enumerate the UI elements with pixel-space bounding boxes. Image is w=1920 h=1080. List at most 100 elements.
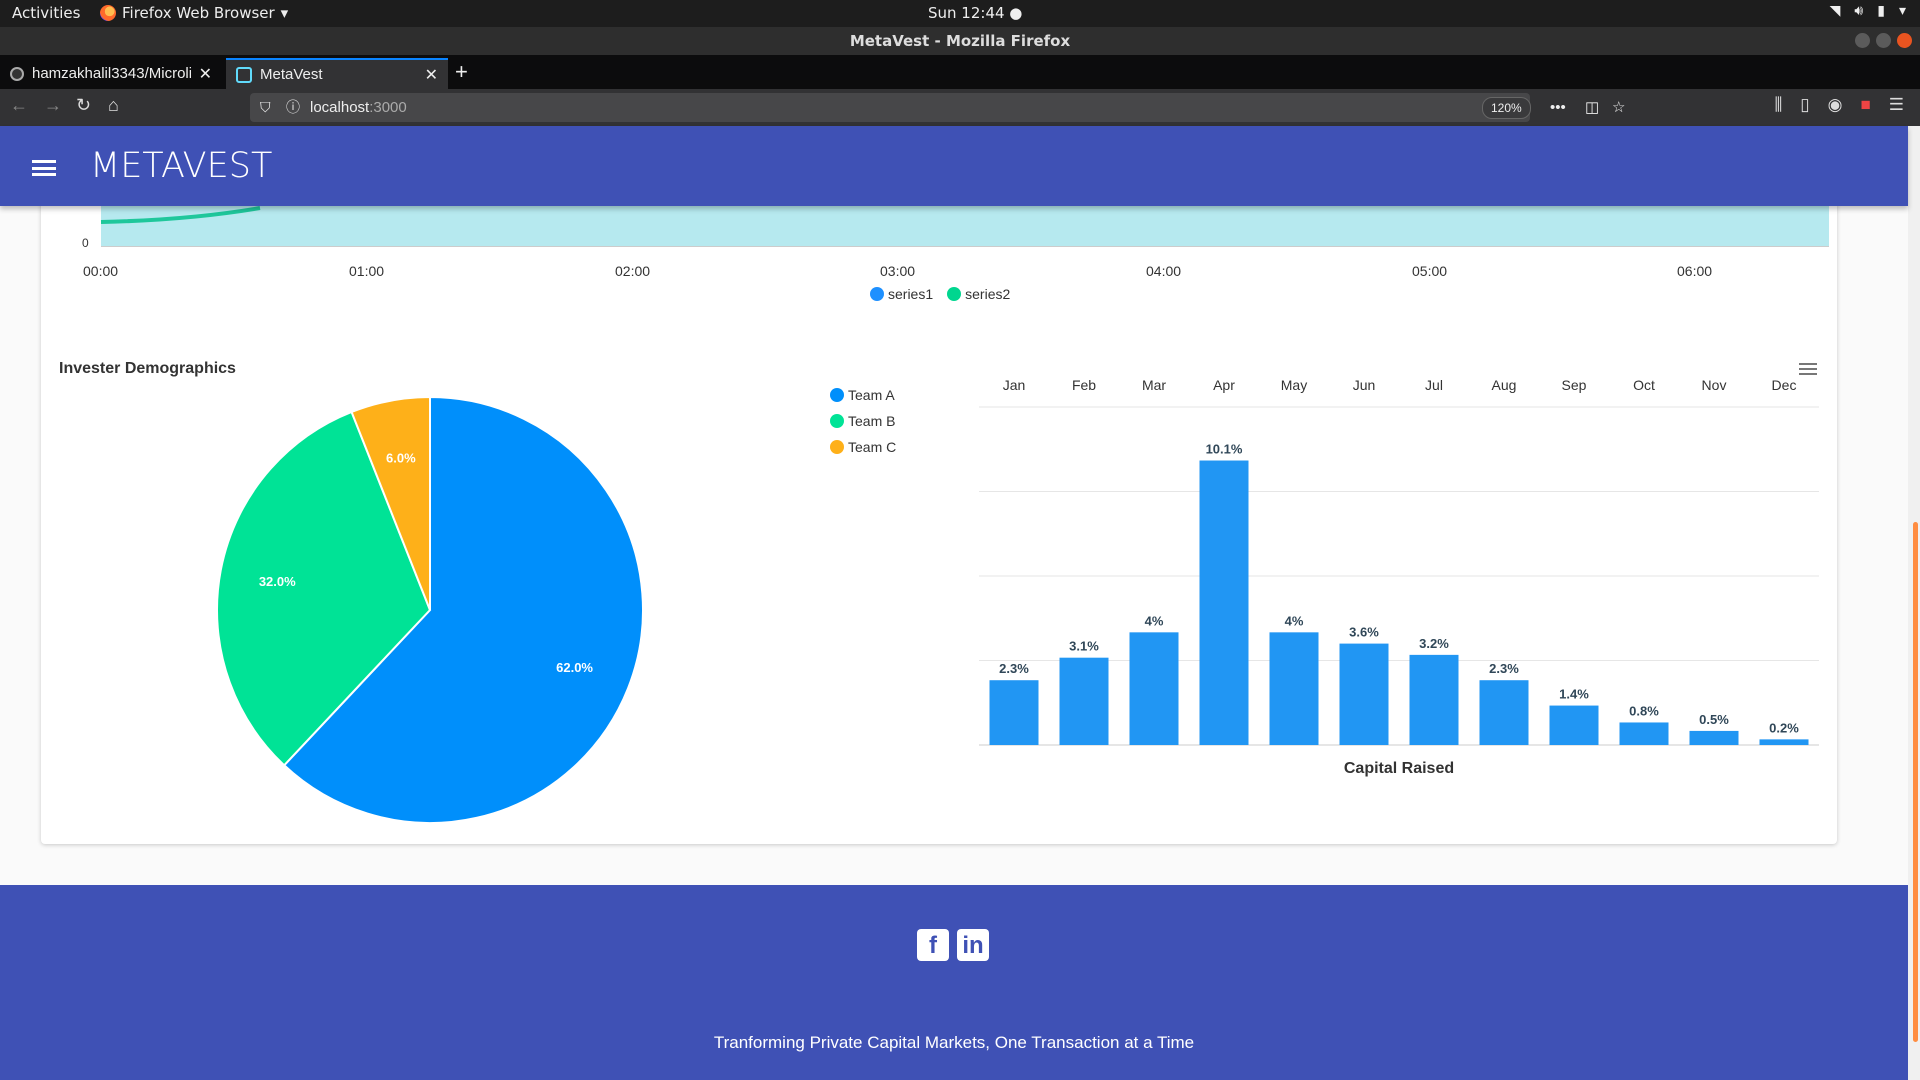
pie-slice[interactable]: [216, 410, 432, 767]
legend-item-series1[interactable]: series1: [870, 286, 933, 302]
legend-label: Team B: [848, 413, 896, 429]
new-tab-button[interactable]: +: [455, 59, 468, 84]
timeline-legend: series1 series2: [870, 286, 1010, 302]
wifi-icon: ◥: [1829, 3, 1841, 19]
bar-data-label: 1.4%: [1559, 687, 1589, 702]
app-header: METAVEST: [0, 126, 1908, 206]
pie-slice-label: 32.0%: [259, 574, 296, 589]
x-axis-tick: Aug: [1492, 377, 1517, 393]
tab-github[interactable]: hamzakhalil3343/Microli ✕: [0, 58, 222, 89]
reload-button[interactable]: ↻: [76, 95, 92, 115]
bar[interactable]: [1129, 632, 1179, 745]
tab-strip: hamzakhalil3343/Microli ✕ MetaVest ✕ +: [0, 55, 1920, 89]
chevron-down-icon: ▾: [280, 4, 289, 22]
x-axis-tick: Nov: [1702, 377, 1727, 393]
bar[interactable]: [1619, 722, 1669, 745]
bar[interactable]: [1059, 657, 1109, 745]
legend-item-team-a[interactable]: Team A: [830, 387, 896, 413]
app-logo[interactable]: METAVEST: [90, 146, 273, 186]
legend-marker: [947, 287, 962, 301]
bar-data-label: 2.3%: [999, 661, 1029, 676]
back-button[interactable]: ←: [10, 95, 28, 115]
pie-slice[interactable]: [282, 395, 644, 824]
shield-icon[interactable]: ⛉: [260, 99, 271, 115]
bookmark-star-icon[interactable]: ☆: [1612, 99, 1626, 116]
legend-label: series2: [965, 286, 1011, 302]
x-axis-title: Capital Raised: [1344, 760, 1454, 777]
activities-button[interactable]: Activities: [12, 4, 81, 22]
bar[interactable]: [989, 680, 1039, 745]
github-icon: [10, 66, 24, 81]
bar-data-label: 0.2%: [1769, 720, 1799, 735]
firefox-icon: [100, 5, 116, 21]
bar[interactable]: [1199, 460, 1249, 745]
pie-slice-label: 62.0%: [556, 660, 593, 675]
window-title: MetaVest - Mozilla Firefox: [849, 32, 1071, 50]
more-actions-icon[interactable]: •••: [1550, 99, 1566, 116]
scrollbar-thumb[interactable]: [1913, 522, 1918, 1042]
legend-marker: [870, 287, 884, 301]
close-tab-icon[interactable]: ✕: [198, 65, 212, 83]
bar-data-label: 3.2%: [1419, 636, 1449, 651]
social-links: f in: [917, 929, 989, 961]
x-axis-tick: Jul: [1425, 377, 1443, 393]
info-icon[interactable]: ⓘ: [286, 99, 300, 115]
extension-icon[interactable]: ■: [1860, 95, 1871, 114]
x-axis-tick: 03:00: [880, 263, 916, 279]
home-button[interactable]: ⌂: [108, 95, 119, 115]
x-axis-tick: Apr: [1213, 377, 1235, 393]
tab-label: MetaVest: [260, 66, 323, 83]
minimize-button[interactable]: [1855, 33, 1870, 48]
zoom-level-button[interactable]: 120%: [1482, 97, 1531, 119]
menu-icon[interactable]: ☰: [1888, 95, 1904, 114]
page-scrollbar[interactable]: [1908, 126, 1920, 1080]
legend-item-series2[interactable]: series2: [947, 286, 1010, 302]
url-port: :3000: [369, 99, 407, 116]
pie-chart-title: Invester Demographics: [59, 360, 236, 377]
bar[interactable]: [1689, 730, 1739, 745]
sidebar-icon[interactable]: ▯: [1800, 95, 1810, 114]
pocket-icon[interactable]: ◫: [1585, 99, 1600, 116]
bar-data-label: 10.1%: [1206, 442, 1243, 457]
maximize-button[interactable]: [1876, 33, 1891, 48]
bar[interactable]: [1479, 680, 1529, 745]
x-axis-line: [101, 246, 1829, 247]
forward-button[interactable]: →: [44, 95, 62, 115]
bar[interactable]: [1409, 654, 1459, 745]
bar[interactable]: [1339, 643, 1389, 745]
legend-label: Team C: [848, 439, 897, 455]
pie-slice-label: 6.0%: [386, 450, 416, 465]
toolbar-right: ⫼ ▯ ◉ ■ ☰: [1774, 95, 1904, 115]
legend-marker: [830, 414, 844, 428]
tab-metavest[interactable]: MetaVest ✕: [226, 58, 448, 89]
legend-item-team-b[interactable]: Team B: [830, 413, 896, 439]
linkedin-icon[interactable]: in: [957, 929, 989, 961]
x-axis-tick: May: [1281, 377, 1307, 393]
app-menu-label: Firefox Web Browser: [122, 4, 275, 22]
library-icon[interactable]: ⫼: [1774, 95, 1783, 114]
url-bar[interactable]: ⛉ ⓘ localhost:3000 120% ••• ◫ ☆: [250, 93, 1625, 122]
legend-marker: [830, 388, 844, 402]
legend-label: series1: [888, 286, 934, 302]
x-axis-tick: 00:00: [83, 263, 119, 279]
account-icon[interactable]: ◉: [1827, 95, 1843, 114]
navigation-toolbar: ← → ↻ ⌂ ⛉ ⓘ localhost:3000 120% ••• ◫ ☆ …: [0, 89, 1920, 126]
footer: f in Tranforming Private Capital Markets…: [0, 885, 1908, 1080]
bar[interactable]: [1759, 739, 1809, 745]
legend-item-team-c[interactable]: Team C: [830, 439, 896, 465]
system-tray[interactable]: ◥ 🔊︎ ▮ ▾: [1830, 3, 1906, 19]
bar[interactable]: [1549, 705, 1599, 745]
facebook-icon[interactable]: f: [917, 929, 949, 961]
chart-menu-icon[interactable]: [1799, 363, 1817, 375]
close-window-button[interactable]: [1897, 33, 1912, 48]
hamburger-menu-icon[interactable]: [32, 160, 56, 176]
footer-tagline: Tranforming Private Capital Markets, One…: [713, 1033, 1195, 1052]
x-axis-tick: Sep: [1562, 377, 1587, 393]
x-axis-tick: 01:00: [349, 263, 385, 279]
app-menu[interactable]: Firefox Web Browser ▾: [100, 4, 288, 22]
pie-slice[interactable]: [350, 395, 431, 611]
bar[interactable]: [1269, 632, 1319, 745]
clock[interactable]: Sun 12:44 ●: [928, 4, 1023, 22]
chevron-down-icon: ▾: [1898, 3, 1906, 19]
close-tab-icon[interactable]: ✕: [424, 66, 438, 84]
